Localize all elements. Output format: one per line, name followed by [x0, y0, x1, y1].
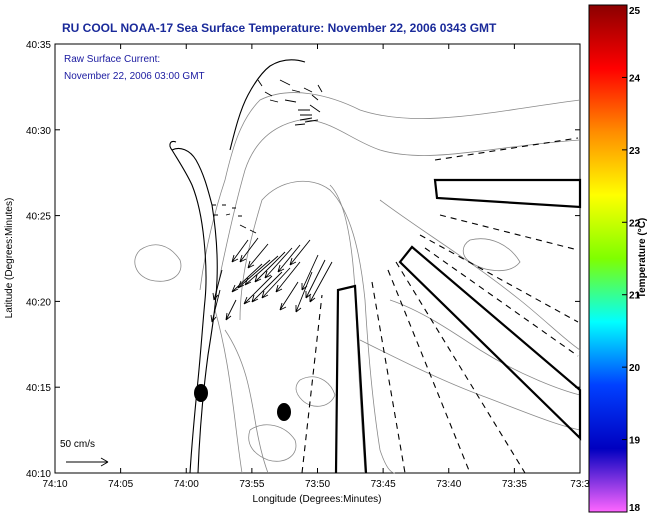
transect-boxes — [334, 178, 582, 474]
colorbar-tick-label: 25 — [629, 6, 641, 17]
x-tick-label: 74:00 — [174, 479, 199, 490]
y-tick-label: 40:35 — [26, 40, 51, 51]
x-tick-label: 73:55 — [239, 479, 264, 490]
figure-title: RU COOL NOAA-17 Sea Surface Temperature:… — [62, 21, 497, 35]
colorbar-tick-label: 24 — [629, 73, 641, 84]
x-tick-label: 74:05 — [108, 479, 133, 490]
x-tick-label: 73:35 — [502, 479, 527, 490]
current-label: Raw Surface Current: — [64, 54, 160, 65]
blob-marker — [277, 403, 291, 421]
scale-label: 50 cm/s — [60, 439, 95, 450]
colorbar-tick-label: 18 — [629, 503, 641, 514]
scale-arrow — [66, 457, 109, 467]
colorbar-label: Temperature (°C) — [637, 218, 648, 299]
y-tick-label: 40:20 — [26, 297, 51, 308]
dashed-radials — [301, 137, 579, 474]
colorbar-tick-label: 22 — [629, 218, 641, 229]
colorbar — [588, 4, 628, 513]
x-axis-label: Longitude (Degrees:Minutes) — [253, 494, 382, 505]
y-tick-label: 40:10 — [26, 469, 51, 480]
y-tick-label: 40:30 — [26, 126, 51, 137]
surface-current-vectors — [210, 79, 333, 323]
y-axis-ticks: 40:35 40:30 40:25 40:20 40:15 40:10 — [26, 40, 580, 480]
blob-marker — [194, 384, 208, 402]
y-tick-label: 40:15 — [26, 383, 51, 394]
bathymetry-contours — [134, 92, 581, 474]
coastline — [169, 59, 306, 474]
x-tick-label: 73:50 — [305, 479, 330, 490]
y-axis-label: Latitude (Degrees:Minutes) — [4, 198, 15, 319]
x-tick-label: 73:3 — [570, 479, 590, 490]
x-tick-label: 74:10 — [42, 479, 67, 490]
y-tick-label: 40:25 — [26, 212, 51, 223]
colorbar-ticks: 25 24 23 22 21 20 19 18 — [622, 4, 641, 514]
x-tick-label: 73:40 — [436, 479, 461, 490]
colorbar-tick-label: 21 — [629, 291, 641, 302]
current-timestamp: November 22, 2006 03:00 GMT — [64, 71, 205, 82]
colorbar-tick-label: 23 — [629, 146, 641, 157]
x-tick-label: 73:45 — [371, 479, 396, 490]
colorbar-tick-label: 20 — [629, 363, 641, 374]
colorbar-tick-label: 19 — [629, 436, 641, 447]
x-axis-ticks: 74:10 74:05 74:00 73:55 73:50 73:45 73:40 73:35… — [42, 44, 590, 490]
plot-frame — [54, 43, 581, 474]
